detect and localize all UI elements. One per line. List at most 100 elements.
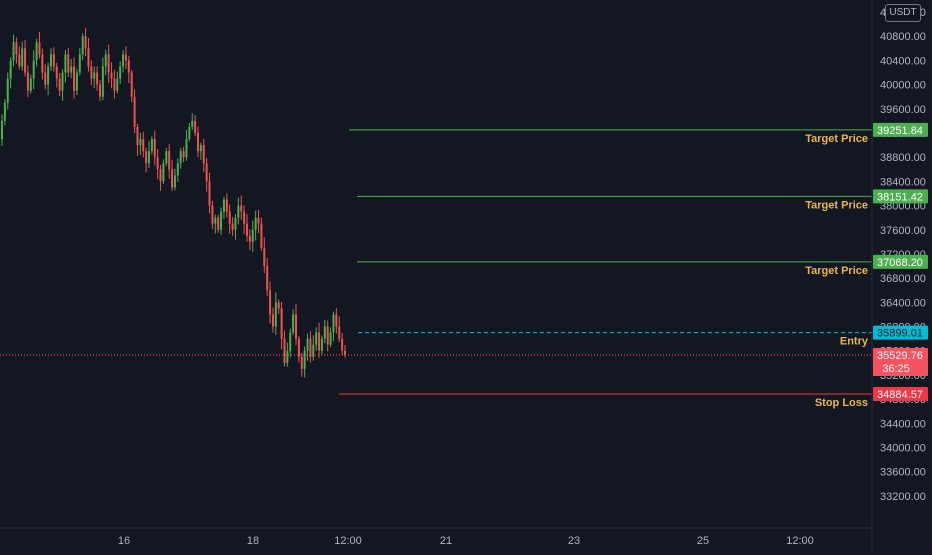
candle: [320, 335, 323, 355]
candle-body: [165, 151, 168, 164]
x-tick-label: 21: [440, 535, 452, 547]
y-tick-label: 36400.00: [880, 297, 926, 309]
candle: [32, 50, 35, 90]
candle: [127, 55, 130, 84]
candle-body: [61, 72, 64, 91]
candle: [286, 342, 289, 367]
candle-body: [251, 229, 254, 242]
candle: [156, 149, 159, 180]
candle: [38, 31, 41, 59]
candle: [326, 320, 329, 352]
candle-body: [326, 326, 329, 345]
target-label: Target Price: [805, 265, 868, 277]
candle: [309, 331, 312, 363]
candle: [344, 344, 346, 358]
candle: [332, 311, 335, 342]
candle: [179, 148, 182, 169]
candle: [243, 205, 246, 235]
candle-body: [75, 72, 78, 91]
candle: [338, 316, 341, 342]
candle-body: [130, 72, 133, 97]
candle-body: [6, 78, 9, 103]
candle-body: [315, 332, 318, 345]
candle-body: [320, 338, 323, 351]
candle-body: [70, 66, 73, 73]
candle-body: [127, 60, 130, 73]
candle-body: [202, 145, 205, 164]
candle-body: [142, 139, 145, 152]
candle-body: [197, 133, 199, 152]
candle: [124, 46, 127, 70]
candle: [78, 48, 81, 76]
candle: [283, 330, 286, 367]
candle: [119, 61, 122, 85]
candle: [214, 214, 217, 234]
candle-body: [271, 314, 274, 327]
candle: [64, 49, 67, 83]
candle: [295, 303, 297, 346]
candle-body: [303, 350, 306, 369]
candle: [6, 72, 9, 110]
candle: [306, 333, 309, 361]
candle: [101, 57, 104, 101]
candle-body: [194, 120, 197, 133]
candle-body: [277, 302, 280, 309]
candle: [251, 220, 254, 253]
candle-body: [263, 247, 266, 267]
candle-body: [341, 338, 344, 351]
candle-body: [323, 326, 326, 339]
stop-price-tag: [873, 386, 928, 401]
candle: [194, 115, 197, 137]
candle: [182, 146, 185, 163]
y-tick-label: 33600.00: [880, 467, 926, 479]
candle-body: [335, 314, 338, 327]
y-tick-label: 37600.00: [880, 225, 926, 237]
candle: [12, 34, 15, 67]
candle-body: [217, 217, 220, 230]
candle: [9, 57, 12, 89]
candle: [96, 66, 99, 91]
candle: [99, 79, 101, 102]
candle-body: [50, 54, 52, 67]
candle: [58, 73, 61, 97]
candle: [260, 217, 263, 251]
candle-body: [119, 66, 122, 79]
candle-body: [312, 344, 315, 357]
currency-selector[interactable]: USDT: [885, 4, 921, 22]
time-axis[interactable]: 16 18 12:00 21 23 25 12:00: [118, 535, 814, 547]
candle: [110, 62, 113, 89]
countdown-text: 36:25: [882, 363, 910, 375]
candle: [87, 37, 90, 72]
candle: [254, 210, 257, 241]
candle: [26, 65, 29, 98]
candle-body: [96, 72, 99, 85]
candle-body: [35, 42, 38, 61]
candle: [50, 48, 52, 71]
candle-body: [162, 163, 165, 182]
candle: [300, 352, 303, 377]
candle-body: [295, 314, 297, 339]
candle-body: [150, 139, 153, 152]
candle: [113, 69, 116, 99]
candle: [329, 327, 332, 348]
candle-body: [113, 78, 116, 91]
candle: [47, 62, 50, 96]
candle: [269, 281, 272, 324]
candle: [15, 37, 18, 64]
candle: [289, 328, 292, 358]
candle-body: [64, 54, 67, 73]
candle: [122, 50, 125, 73]
candle: [165, 148, 168, 166]
entry-label: Entry: [840, 336, 869, 348]
candle: [18, 46, 21, 70]
x-tick-label: 12:00: [786, 535, 814, 547]
target-label: Target Price: [805, 199, 868, 211]
candle-body: [12, 42, 15, 61]
x-tick-label: 25: [697, 535, 709, 547]
candle-body: [225, 199, 228, 212]
candle: [208, 172, 211, 214]
candle: [73, 57, 76, 99]
candle: [202, 138, 205, 172]
